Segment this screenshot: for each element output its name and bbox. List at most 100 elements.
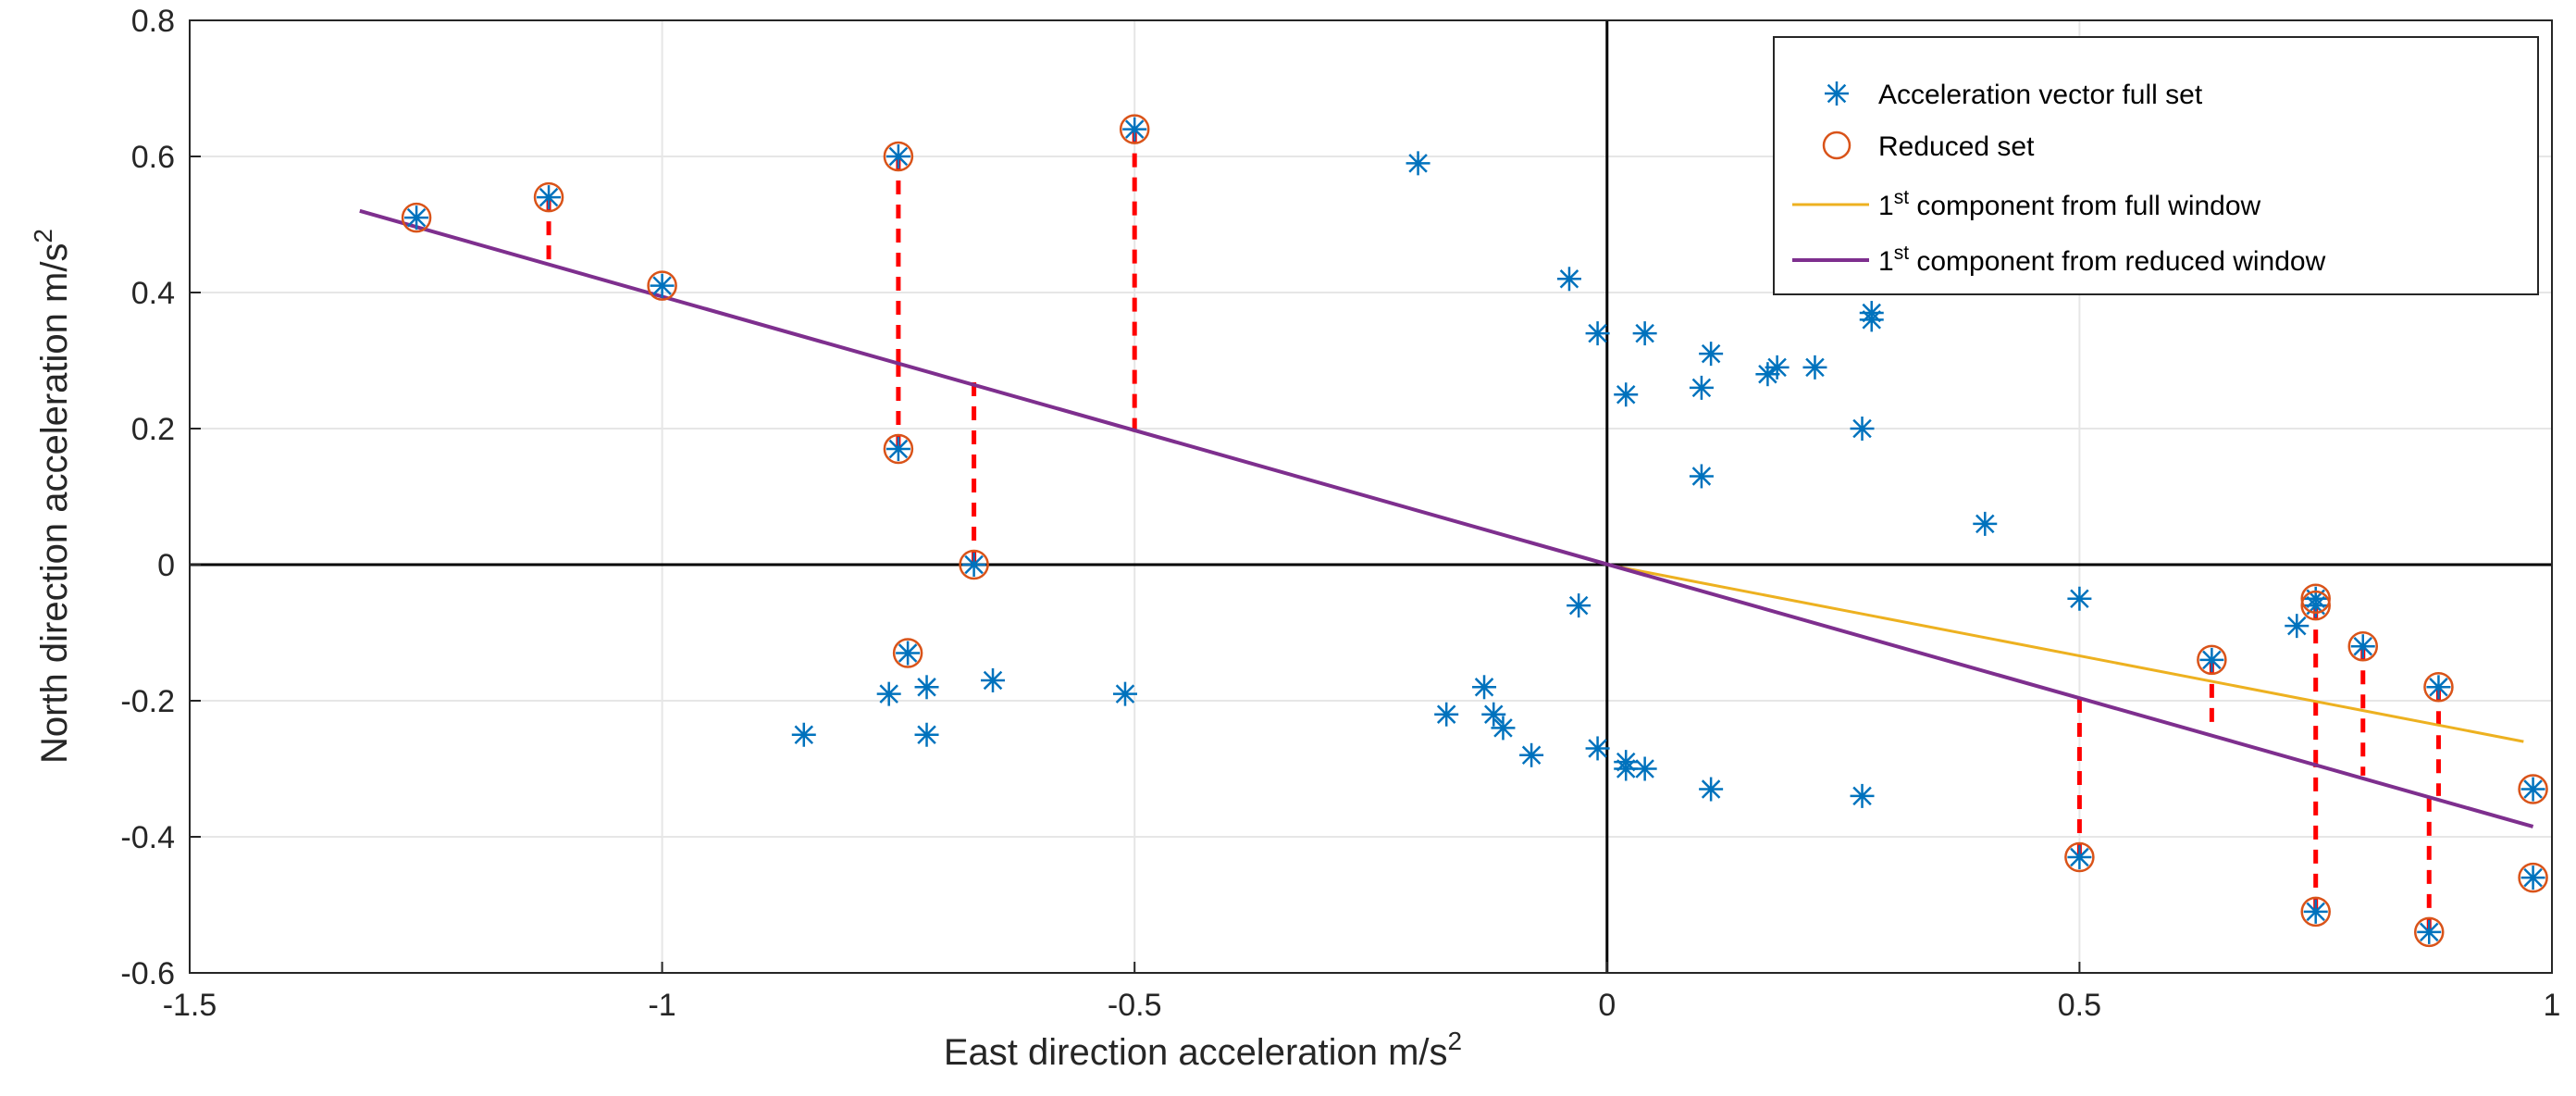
reduced-set-point — [2413, 916, 2445, 948]
asterisk-stroke — [964, 554, 984, 575]
reduced-set-point — [2300, 583, 2331, 614]
y-tick-label: 0 — [157, 548, 175, 583]
zero-axes — [190, 20, 2552, 973]
x-tick-label: -1 — [648, 988, 675, 1023]
y-tick-label: -0.2 — [120, 684, 175, 719]
full-set-point — [1689, 464, 1714, 489]
full-set-point — [1481, 702, 1506, 727]
full-set-point — [2199, 647, 2224, 672]
reduced-set-point — [401, 202, 432, 233]
full-set-point — [1765, 355, 1790, 380]
y-tick-label: 0.6 — [131, 140, 175, 175]
asterisk-stroke — [1827, 83, 1847, 104]
full-set-point — [791, 722, 816, 747]
reduced-set-point — [533, 181, 564, 213]
full-set-point — [1614, 382, 1639, 407]
full-set-point — [1472, 675, 1497, 700]
asterisk-stroke — [1568, 595, 1589, 616]
full-set-point — [2426, 675, 2451, 700]
reduced-set-point — [2300, 590, 2331, 621]
legend-label-full-set: Acceleration vector full set — [1878, 80, 2203, 110]
full-set-point — [1406, 151, 1430, 176]
asterisk-stroke — [879, 684, 898, 704]
reduced-set-point — [2518, 774, 2548, 804]
full-set-markers — [404, 117, 2545, 944]
asterisk-stroke — [794, 725, 814, 744]
full-set-point — [537, 185, 562, 210]
full-set-point — [2350, 634, 2375, 659]
reduced-set-point — [959, 549, 989, 580]
full-set-point — [961, 553, 986, 577]
asterisk-stroke — [1124, 119, 1145, 139]
y-tick-label: -0.6 — [120, 956, 175, 991]
asterisk-stroke — [1408, 154, 1428, 173]
asterisk-stroke — [888, 146, 909, 167]
legend-label-reduced-set: Reduced set — [1878, 131, 2035, 162]
x-tick-label: 1 — [2544, 988, 2561, 1023]
full-set-point — [1112, 681, 1137, 706]
full-set-point — [1122, 117, 1147, 142]
asterisk-stroke — [1852, 786, 1872, 806]
reduced-window-component-line — [359, 208, 2534, 828]
y-ticks: -0.6 -0.4 -0.2 0 0.2 0.4 0.6 0.8 — [120, 4, 201, 991]
x-tick-label: -1.5 — [163, 988, 217, 1023]
asterisk-stroke — [2202, 650, 2222, 670]
residual-lines — [546, 129, 2441, 932]
asterisk-stroke — [2287, 616, 2307, 636]
asterisk-stroke — [1691, 467, 1712, 486]
full-set-point — [2067, 845, 2092, 870]
full-set-point — [1850, 417, 1875, 441]
asterisk-stroke — [917, 678, 936, 697]
asterisk-stroke — [2523, 779, 2543, 799]
y-axis-label: North direction acceleration m/s2 — [29, 229, 75, 764]
asterisk-stroke — [2429, 678, 2448, 697]
y-tick-label: -0.4 — [120, 820, 175, 855]
asterisk-stroke — [2420, 922, 2439, 942]
legend-label-reduced-component: 1st component from reduced window — [1878, 243, 2326, 277]
full-set-point — [896, 641, 921, 666]
asterisk-stroke — [1862, 310, 1881, 330]
asterisk-stroke — [898, 643, 918, 663]
asterisk-stroke — [1588, 739, 1607, 758]
reduced-set-point — [2197, 644, 2227, 676]
asterisk-stroke — [1635, 759, 1654, 778]
asterisk-stroke — [406, 207, 427, 228]
reduced-set-point — [2518, 862, 2548, 893]
legend: Acceleration vector full set Reduced set… — [1773, 36, 2539, 295]
full-set-point — [1632, 321, 1657, 346]
reduced-set-point — [2300, 896, 2331, 928]
reduced-set-point — [647, 270, 677, 301]
asterisk-stroke — [1521, 745, 1542, 766]
y-tick-label: 0.4 — [131, 276, 175, 311]
full-set-point — [1632, 756, 1657, 781]
reduced-set-point — [883, 141, 914, 172]
full-set-point — [914, 675, 939, 700]
full-set-point — [981, 667, 1006, 692]
asterisk-stroke — [1493, 718, 1513, 738]
legend-swatches — [1792, 81, 1869, 262]
full-set-point — [1519, 742, 1544, 767]
full-set-point — [2285, 614, 2310, 639]
full-set-point — [404, 206, 429, 230]
asterisk-stroke — [2070, 847, 2089, 867]
reduced-set-point — [892, 638, 923, 668]
asterisk-stroke — [1805, 357, 1825, 378]
asterisk-stroke — [1616, 759, 1636, 778]
full-set-point — [1689, 375, 1714, 400]
asterisk-stroke — [652, 276, 672, 295]
reduced-set-point — [1119, 114, 1150, 144]
asterisk-stroke — [1588, 323, 1607, 343]
full-set-point — [1973, 511, 1998, 536]
full-set-point — [914, 722, 939, 747]
asterisk-stroke — [1975, 514, 1995, 534]
full-set-point — [1859, 307, 1884, 332]
reduced-set-point — [883, 433, 914, 465]
full-set-point — [1585, 321, 1610, 346]
full-set-point — [1802, 355, 1827, 380]
asterisk-stroke — [2523, 867, 2543, 888]
asterisk-stroke — [1484, 704, 1504, 724]
x-tick-label: 0 — [1598, 988, 1616, 1023]
full-set-point — [2520, 866, 2545, 890]
x-axis-label: East direction acceleration m/s2 — [944, 1027, 1462, 1073]
